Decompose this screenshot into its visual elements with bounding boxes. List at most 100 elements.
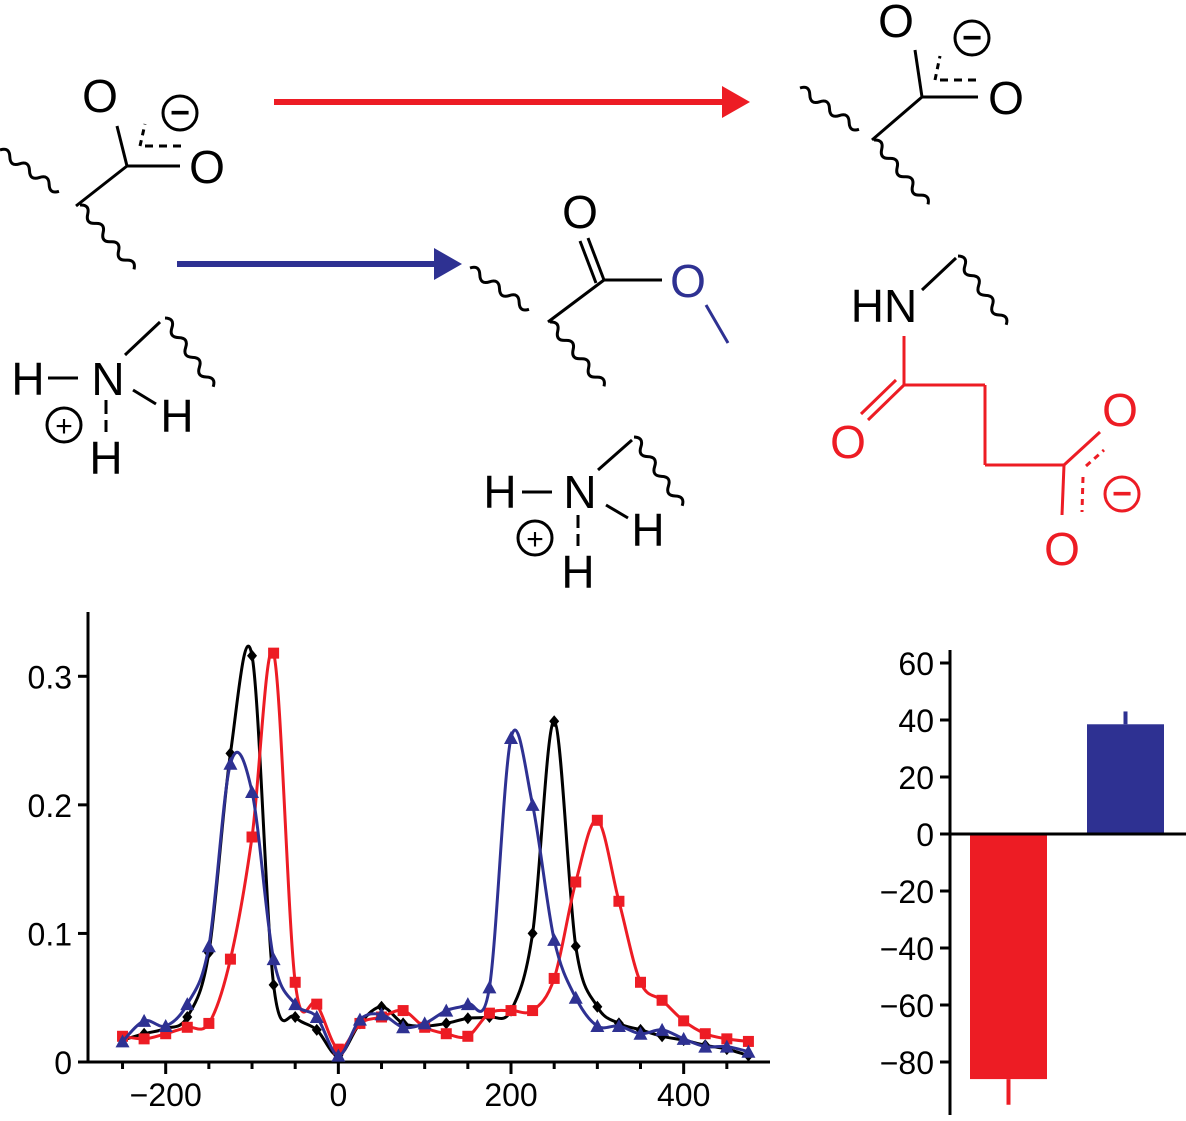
series-point — [441, 1017, 452, 1030]
series-point — [138, 1033, 150, 1045]
red-o-right: O — [988, 72, 1024, 124]
blue-h-left: H — [483, 466, 516, 518]
series-point — [268, 647, 280, 659]
bar-chart-y-tick-label: 20 — [898, 760, 934, 796]
red-succinyl-group — [859, 336, 1141, 516]
series-point — [289, 976, 301, 988]
series-point — [548, 972, 560, 984]
series-point — [591, 814, 603, 826]
series-point — [439, 1003, 454, 1017]
series-point — [137, 1013, 152, 1027]
line-chart-y-tick-label: 0.2 — [28, 788, 72, 824]
red-o-amide: O — [830, 416, 866, 468]
start-o-top: O — [82, 70, 118, 122]
series-point — [741, 1044, 756, 1058]
series-line-2 — [121, 728, 749, 1058]
series-point — [397, 1005, 409, 1017]
series-point — [201, 939, 216, 953]
bar-chart: 60 40 20 0 −20 −40 −60 −80 — [880, 646, 1186, 1115]
series-point — [635, 976, 647, 988]
series-point — [505, 1005, 517, 1017]
series-point — [311, 1023, 322, 1036]
line-chart-y-tick-label: 0 — [54, 1045, 72, 1081]
series-point — [396, 1020, 411, 1034]
start-h-left: H — [11, 353, 44, 405]
series-point — [721, 1033, 733, 1045]
red-o-top: O — [878, 0, 914, 47]
series-point — [482, 980, 497, 994]
series-point — [417, 1016, 432, 1030]
line-chart-x-tick-label: 400 — [657, 1077, 710, 1113]
start-o-right: O — [189, 141, 225, 193]
series-point — [568, 990, 583, 1004]
series-point — [527, 1005, 539, 1017]
series-point — [719, 1039, 734, 1053]
series-point — [181, 1021, 193, 1033]
blue-o-top: O — [562, 186, 598, 238]
series-point — [288, 997, 303, 1011]
line-chart-x-tick-label: 0 — [329, 1077, 347, 1113]
series-point — [160, 1028, 172, 1040]
series-point — [290, 1011, 301, 1023]
series-point — [223, 756, 238, 770]
series-point — [352, 1012, 367, 1026]
series-point — [676, 1031, 691, 1045]
series-point — [115, 1034, 130, 1048]
series-point — [376, 1000, 387, 1013]
bar-1 — [1087, 724, 1164, 834]
series-point — [525, 797, 540, 811]
red-reaction-arrow — [274, 86, 750, 118]
blue-h-bottom: H — [561, 546, 594, 598]
backbone-wavy-middle — [79, 203, 136, 270]
blue-reaction-arrow — [177, 248, 462, 280]
blue-n-charge: + — [526, 523, 544, 556]
series-point — [374, 1007, 389, 1021]
series-point — [570, 940, 581, 953]
series-point — [633, 1026, 648, 1040]
blue-o-ester: O — [670, 255, 706, 307]
series-point — [504, 731, 519, 744]
bar-0 — [970, 834, 1047, 1080]
series-point — [182, 1011, 193, 1023]
series-point — [311, 998, 323, 1010]
series-point — [656, 994, 668, 1006]
start-h-bottom: H — [89, 432, 122, 484]
series-point — [549, 715, 560, 728]
bar-chart-y-tick-label: −20 — [880, 874, 934, 910]
series-line-0 — [122, 644, 749, 1058]
series-point — [742, 1035, 754, 1047]
series-point — [613, 895, 625, 907]
series-point — [245, 785, 260, 798]
series-point — [483, 1007, 495, 1019]
red-top-charge: − — [962, 19, 982, 57]
line-chart-x-tick-label: −200 — [130, 1077, 202, 1113]
start-h-right: H — [160, 390, 193, 442]
red-product-structure — [799, 19, 1009, 326]
series-point — [331, 1048, 346, 1062]
bar-chart-y-tick-label: −60 — [880, 988, 934, 1024]
series-point — [611, 1019, 626, 1032]
blue-n: N — [563, 466, 596, 518]
start-n-charge: + — [55, 410, 73, 443]
line-chart-x-tick-label: 200 — [484, 1077, 537, 1113]
bar-chart-y-tick-label: 60 — [898, 646, 934, 682]
series-point — [655, 1022, 670, 1036]
series-point — [266, 952, 281, 966]
series-line-1 — [122, 649, 749, 1051]
series-point — [699, 1028, 711, 1040]
series-point — [268, 978, 279, 991]
red-hn: HN — [851, 280, 917, 332]
red-acid-charge: − — [1112, 475, 1132, 513]
bar-chart-y-tick-label: 40 — [898, 703, 934, 739]
series-point — [460, 997, 475, 1011]
series-point — [158, 1019, 173, 1032]
series-point — [180, 997, 195, 1011]
series-point — [224, 953, 236, 965]
series-point — [547, 932, 562, 946]
series-point — [570, 876, 582, 888]
series-point — [246, 831, 258, 843]
series-point — [203, 1017, 215, 1029]
start-charge: − — [170, 94, 190, 132]
bar-chart-y-tick-label: −40 — [880, 931, 934, 967]
